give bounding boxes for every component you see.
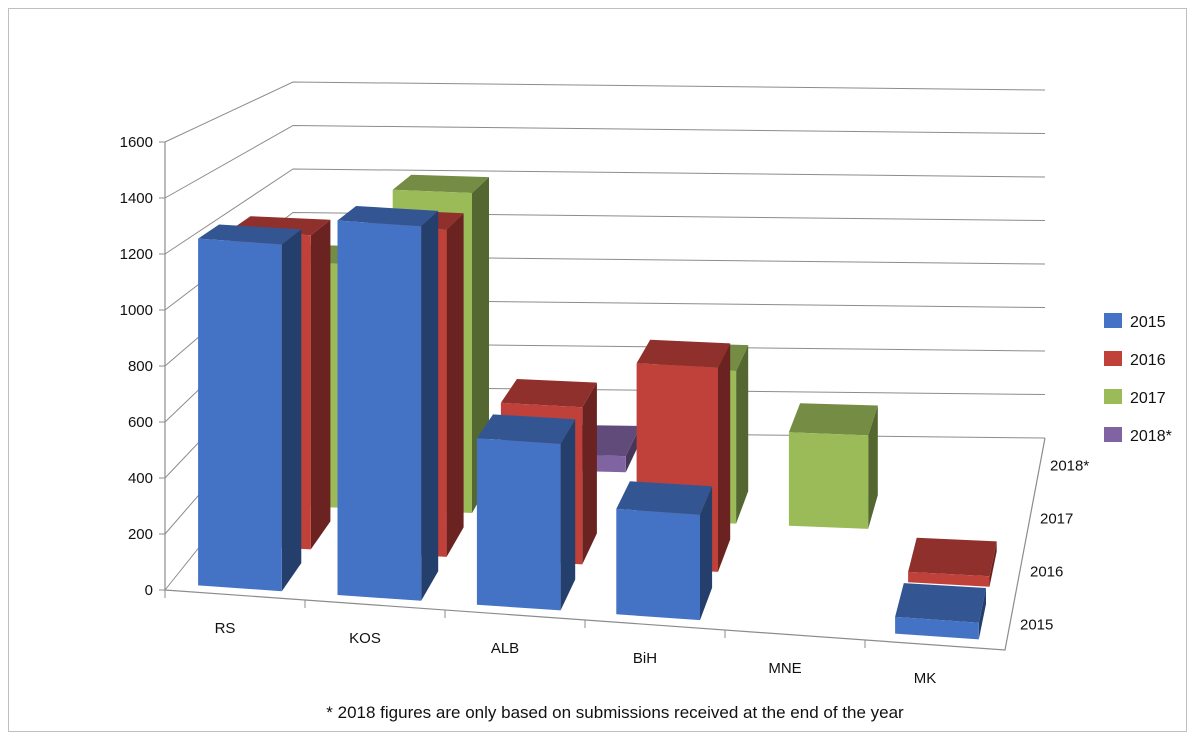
bar-front [476,438,561,611]
bar-BiH-2015 [616,481,713,621]
bar-MNE-2017 [788,403,878,529]
depth-tick-label: 2015 [1020,617,1053,634]
legend-label: 2017 [1130,390,1166,407]
gridline [164,168,1046,255]
bar-side [281,229,302,592]
x-tick-label: MK [914,670,937,687]
depth-tick-label: 2016 [1030,564,1063,581]
bar-MK-2016 [908,537,997,587]
y-tick-label: 1600 [120,134,153,151]
bar-side [868,405,878,529]
bar-side [582,382,597,565]
depth-tick-label: 2017 [1040,511,1073,528]
x-tick-label: MNE [768,660,801,677]
bars [198,174,997,640]
y-tick-label: 200 [128,526,153,543]
y-tick-label: 1000 [120,302,153,319]
x-tick-label: BiH [633,650,657,667]
bar-side [446,213,464,557]
legend-swatch [1104,427,1122,442]
bar-side [989,541,997,587]
bar-side [718,343,731,572]
gridline [164,124,1046,199]
y-tick-label: 1400 [120,190,153,207]
x-tick-label: ALB [491,640,519,657]
legend-label: 2016 [1130,352,1166,369]
x-tick-label: KOS [349,630,381,647]
bar-side [978,588,986,640]
y-tick-label: 1200 [120,246,153,263]
bar-top [476,414,576,444]
gridline [164,81,1046,143]
legend-label: 2015 [1130,314,1166,331]
legend-label: 2018* [1130,428,1172,445]
bar-side [421,210,439,601]
legend-swatch [1104,313,1122,328]
bar-RS-2015 [198,224,302,592]
x-tick-label: RS [215,620,236,637]
bar-ALB-2015 [476,414,576,611]
legend-swatch [1104,389,1122,404]
legend: 2015 2016 2017 2018* [1104,313,1172,445]
bar-front [337,220,422,601]
bar-top [636,339,731,368]
y-tick-label: 400 [128,470,153,487]
bar-side [310,219,331,550]
bar-top [616,481,713,515]
bar-front [908,571,990,587]
depth-axis-tick-labels: 2015 2016 2017 2018* [1020,458,1089,634]
y-tick-label: 0 [145,582,153,599]
bar-side [736,345,749,524]
depth-tick-label: 2018* [1050,458,1089,475]
bar-MK-2015 [895,583,986,640]
bar-KOS-2015 [337,206,439,601]
legend-swatch [1104,351,1122,366]
bar-top [908,537,997,577]
bar-front [788,432,869,529]
bar-front [895,616,979,640]
y-tick-label: 800 [128,358,153,375]
x-axis-tick-labels: RS KOS ALB BiH MNE MK [164,590,937,687]
bar-top [895,583,986,623]
bar-top [788,403,878,436]
bar-top [500,379,597,408]
bar-front [616,508,700,621]
bar-top [198,224,302,245]
bar-side [560,419,576,611]
bar-top [392,174,489,193]
bar-side [700,486,713,621]
footnote: * 2018 figures are only based on submiss… [326,703,904,722]
y-axis-tick-labels: 0 200 400 600 800 1000 1200 1400 1600 [120,134,165,599]
bar-front [198,238,282,592]
bar-top [337,206,439,227]
y-tick-label: 600 [128,414,153,431]
